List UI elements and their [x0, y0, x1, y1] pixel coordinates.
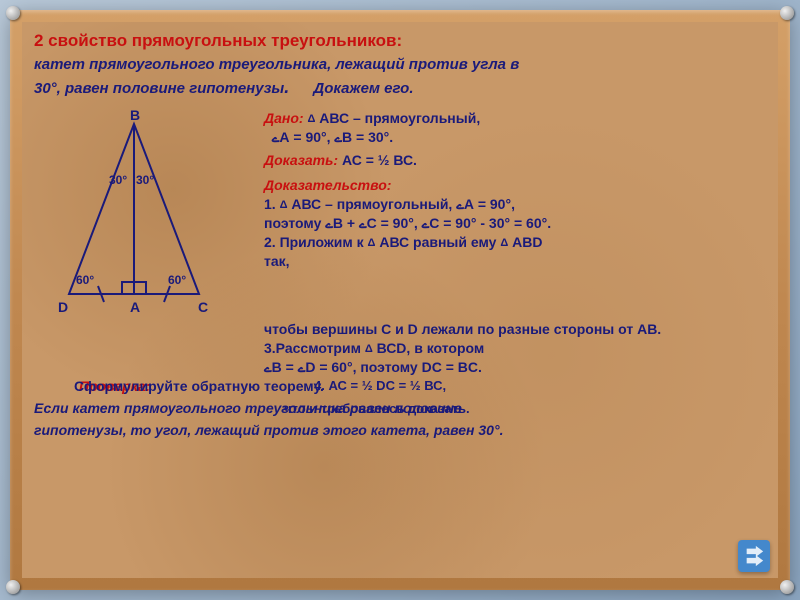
pin-bottom-right: [780, 580, 794, 594]
subtitle-line2: 30°, равен половине гипотенузы: [34, 80, 284, 97]
theorem-statement: катет прямоугольного треугольника, лежащ…: [34, 55, 766, 100]
content-row: B D A C 30° 30° 60° 60° Дано: Δ АВС – пр…: [34, 109, 766, 334]
qed: что и требовалось доказать.: [284, 400, 470, 418]
pin-top-right: [780, 6, 794, 20]
triangle-icon: Δ: [307, 113, 315, 125]
theorem-title: 2 свойство прямоугольных треугольников:: [34, 30, 766, 53]
given-text1: АВС – прямоугольный,: [319, 110, 480, 126]
bottom-block: чтобы вершины С и D лежали по разные сто…: [34, 320, 766, 440]
arrow-icon: [743, 545, 765, 567]
given-label: Дано:: [264, 110, 304, 126]
proof-step1: 1. Δ АВС – прямоугольный, ےА = 90°, поэт…: [264, 195, 766, 233]
vertex-c: C: [198, 298, 208, 317]
proof-label: Доказательство:: [264, 176, 766, 195]
prove-label: Доказать:: [264, 152, 338, 168]
angle-30-left: 30°: [109, 172, 127, 188]
angle-60-right: 60°: [168, 272, 186, 288]
given-text3: В = 30°.: [342, 129, 393, 145]
prove-it-label: Докажем его.: [313, 80, 413, 97]
given-block: Дано: Δ АВС – прямоугольный, ےА = 90°, ے…: [264, 109, 766, 147]
proof-step2: 2. Приложим к Δ АВС равный ему Δ АВD так…: [264, 233, 766, 271]
pin-bottom-left: [6, 580, 20, 594]
overlap-row1: Проверка: Сформулируйте обратную теорему…: [34, 377, 766, 399]
angle-icon: ے: [334, 130, 342, 145]
board-frame: 2 свойство прямоугольных треугольников: …: [10, 10, 790, 590]
given-text2: А = 90°,: [279, 129, 334, 145]
vertex-b: B: [130, 106, 140, 125]
vertex-d: D: [58, 298, 68, 317]
overlap-row2: Если катет прямоугольного треугольника р…: [34, 399, 766, 421]
next-button[interactable]: [738, 540, 770, 572]
angle-60-left: 60°: [76, 272, 94, 288]
formulate-converse: Сформулируйте обратную теорему.: [74, 377, 324, 396]
proof-continuation: чтобы вершины С и D лежали по разные сто…: [264, 320, 766, 377]
converse-line2: гипотенузы, то угол, лежащий против этог…: [34, 421, 766, 440]
diagram-column: B D A C 30° 30° 60° 60°: [34, 109, 264, 334]
triangle-svg: [34, 114, 234, 324]
vertex-a: A: [130, 298, 140, 317]
proof-column: Дано: Δ АВС – прямоугольный, ےА = 90°, ے…: [264, 109, 766, 334]
subtitle-line1: катет прямоугольного треугольника, лежащ…: [34, 56, 519, 73]
triangle-diagram: B D A C 30° 30° 60° 60°: [34, 114, 234, 334]
prove-block: Доказать: АС = ½ ВС.: [264, 151, 766, 170]
prove-text: АС = ½ ВС.: [342, 152, 417, 168]
proof-step4: 4. АС = ½ DC = ½ ВС,: [314, 377, 446, 395]
pin-top-left: [6, 6, 20, 20]
angle-30-right: 30°: [136, 172, 154, 188]
cork-board: 2 свойство прямоугольных треугольников: …: [22, 22, 778, 578]
